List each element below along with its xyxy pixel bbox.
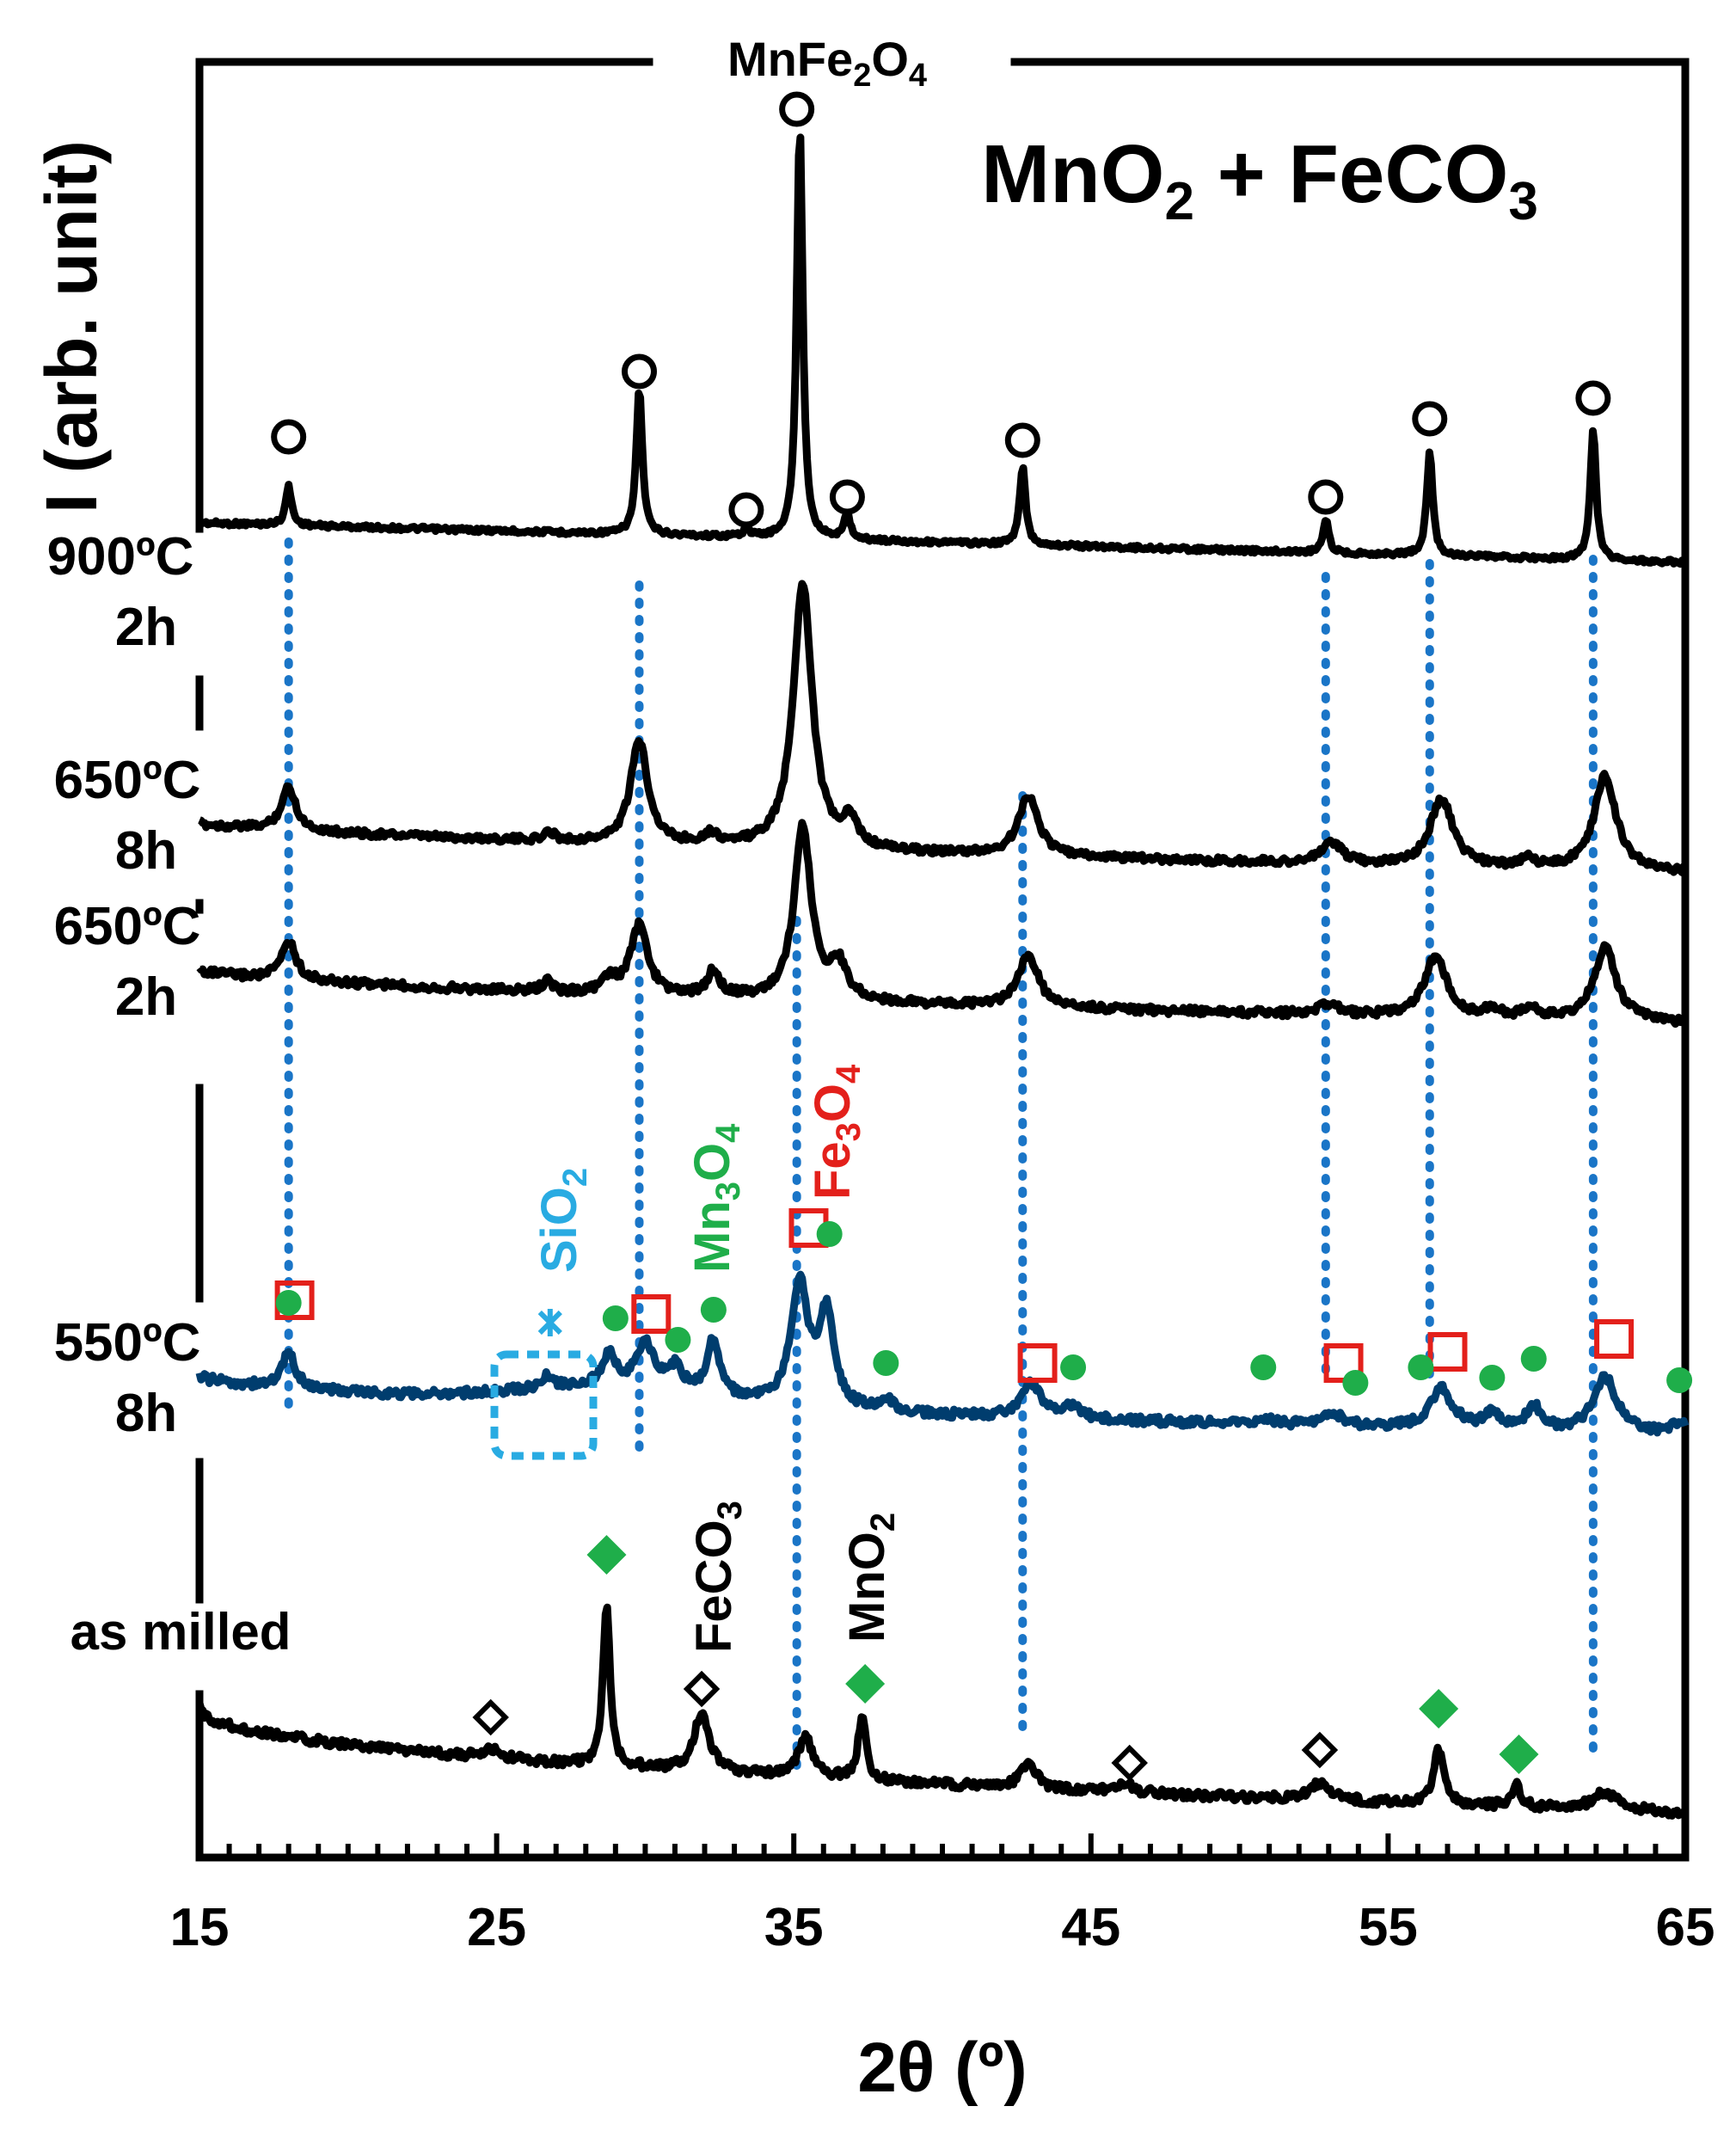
series-label-650C-2h: 650ºC 2h [54,897,201,1027]
label-mnfe2o4: MnFe2O4 [727,32,927,94]
marker-sio2 [537,1309,562,1336]
marker-mnfe2o4 [779,91,815,127]
marker-mn3o4 [1479,1365,1506,1391]
sio2-highlight-box [490,1350,598,1460]
label-fe3o4: Fe3O4 [805,1064,868,1200]
marker-mn3o4 [873,1350,899,1376]
series-label-900C-2h: 900ºC 2h [47,527,194,657]
marker-mno2 [1419,1689,1459,1729]
marker-mnfe2o4 [1575,380,1611,416]
marker-mn3o4 [1250,1354,1277,1380]
marker-mn3o4 [1666,1367,1693,1393]
label-mn3o4: Mn3O4 [684,1123,747,1273]
marker-mnfe2o4 [271,419,307,455]
spectra [195,133,1690,1820]
marker-fe3o4 [1427,1332,1468,1372]
chart-title: MnO2 + FeCO3 [981,128,1538,231]
marker-feco3 [1111,1744,1148,1782]
series-line-650C-2h [196,819,1690,1029]
marker-mn3o4 [1408,1354,1434,1380]
y-axis-title: I (arb. unit) [31,140,112,513]
marker-mn3o4 [275,1290,302,1316]
peak-markers [271,91,1693,1782]
marker-mn3o4 [1060,1354,1087,1380]
marker-fe3o4 [1017,1343,1058,1383]
marker-mnfe2o4 [1004,422,1040,458]
marker-mn3o4 [665,1327,691,1353]
series-label-650C-8h: 650ºC 8h [54,751,201,881]
marker-feco3 [683,1670,721,1708]
marker-mn3o4 [700,1297,727,1323]
series-line-650C-8h [197,580,1690,876]
marker-mn3o4 [1342,1370,1369,1396]
marker-mno2 [586,1535,627,1575]
marker-mn3o4 [816,1221,843,1247]
marker-mno2 [845,1664,886,1704]
label-sio2: SiO2 [531,1168,594,1273]
series-line-900C-2h [196,133,1688,568]
marker-fe3o4 [1594,1319,1635,1359]
marker-mnfe2o4 [1412,401,1448,437]
marker-mn3o4 [602,1305,629,1331]
x-axis-ticks: 15 25 35 45 55 65 [170,1833,1715,1957]
marker-mnfe2o4 [621,353,657,390]
marker-mn3o4 [1520,1346,1547,1372]
series-label-as-milled: as milled [71,1603,291,1661]
plot-frame [195,58,1690,1862]
marker-mno2 [1499,1735,1539,1774]
marker-mnfe2o4 [728,492,764,528]
series-label-550C-8h: 550ºC 8h [54,1313,201,1443]
x-tick-label: 25 [467,1898,526,1957]
series-line-550C-8h [195,1270,1690,1437]
reference-lines [284,537,1598,1780]
x-tick-label: 45 [1061,1898,1120,1957]
labels: MnO2 + FeCO3 2θ (º) I (arb. unit) 900ºC 2… [31,32,1538,2107]
label-feco3: FeCO3 [686,1501,749,1653]
x-tick-label: 15 [170,1898,230,1957]
x-axis-title: 2θ (º) [857,2029,1027,2107]
marker-mnfe2o4 [829,479,865,515]
marker-feco3 [1301,1731,1339,1769]
x-tick-label: 65 [1656,1898,1715,1957]
series-line-as-milled [195,1603,1688,1820]
x-tick-label: 55 [1359,1898,1418,1957]
label-mno2: MnO2 [839,1513,902,1643]
marker-feco3 [472,1698,509,1736]
marker-mnfe2o4 [1308,479,1344,515]
marker-fe3o4 [631,1294,672,1334]
x-tick-label: 35 [764,1898,824,1957]
